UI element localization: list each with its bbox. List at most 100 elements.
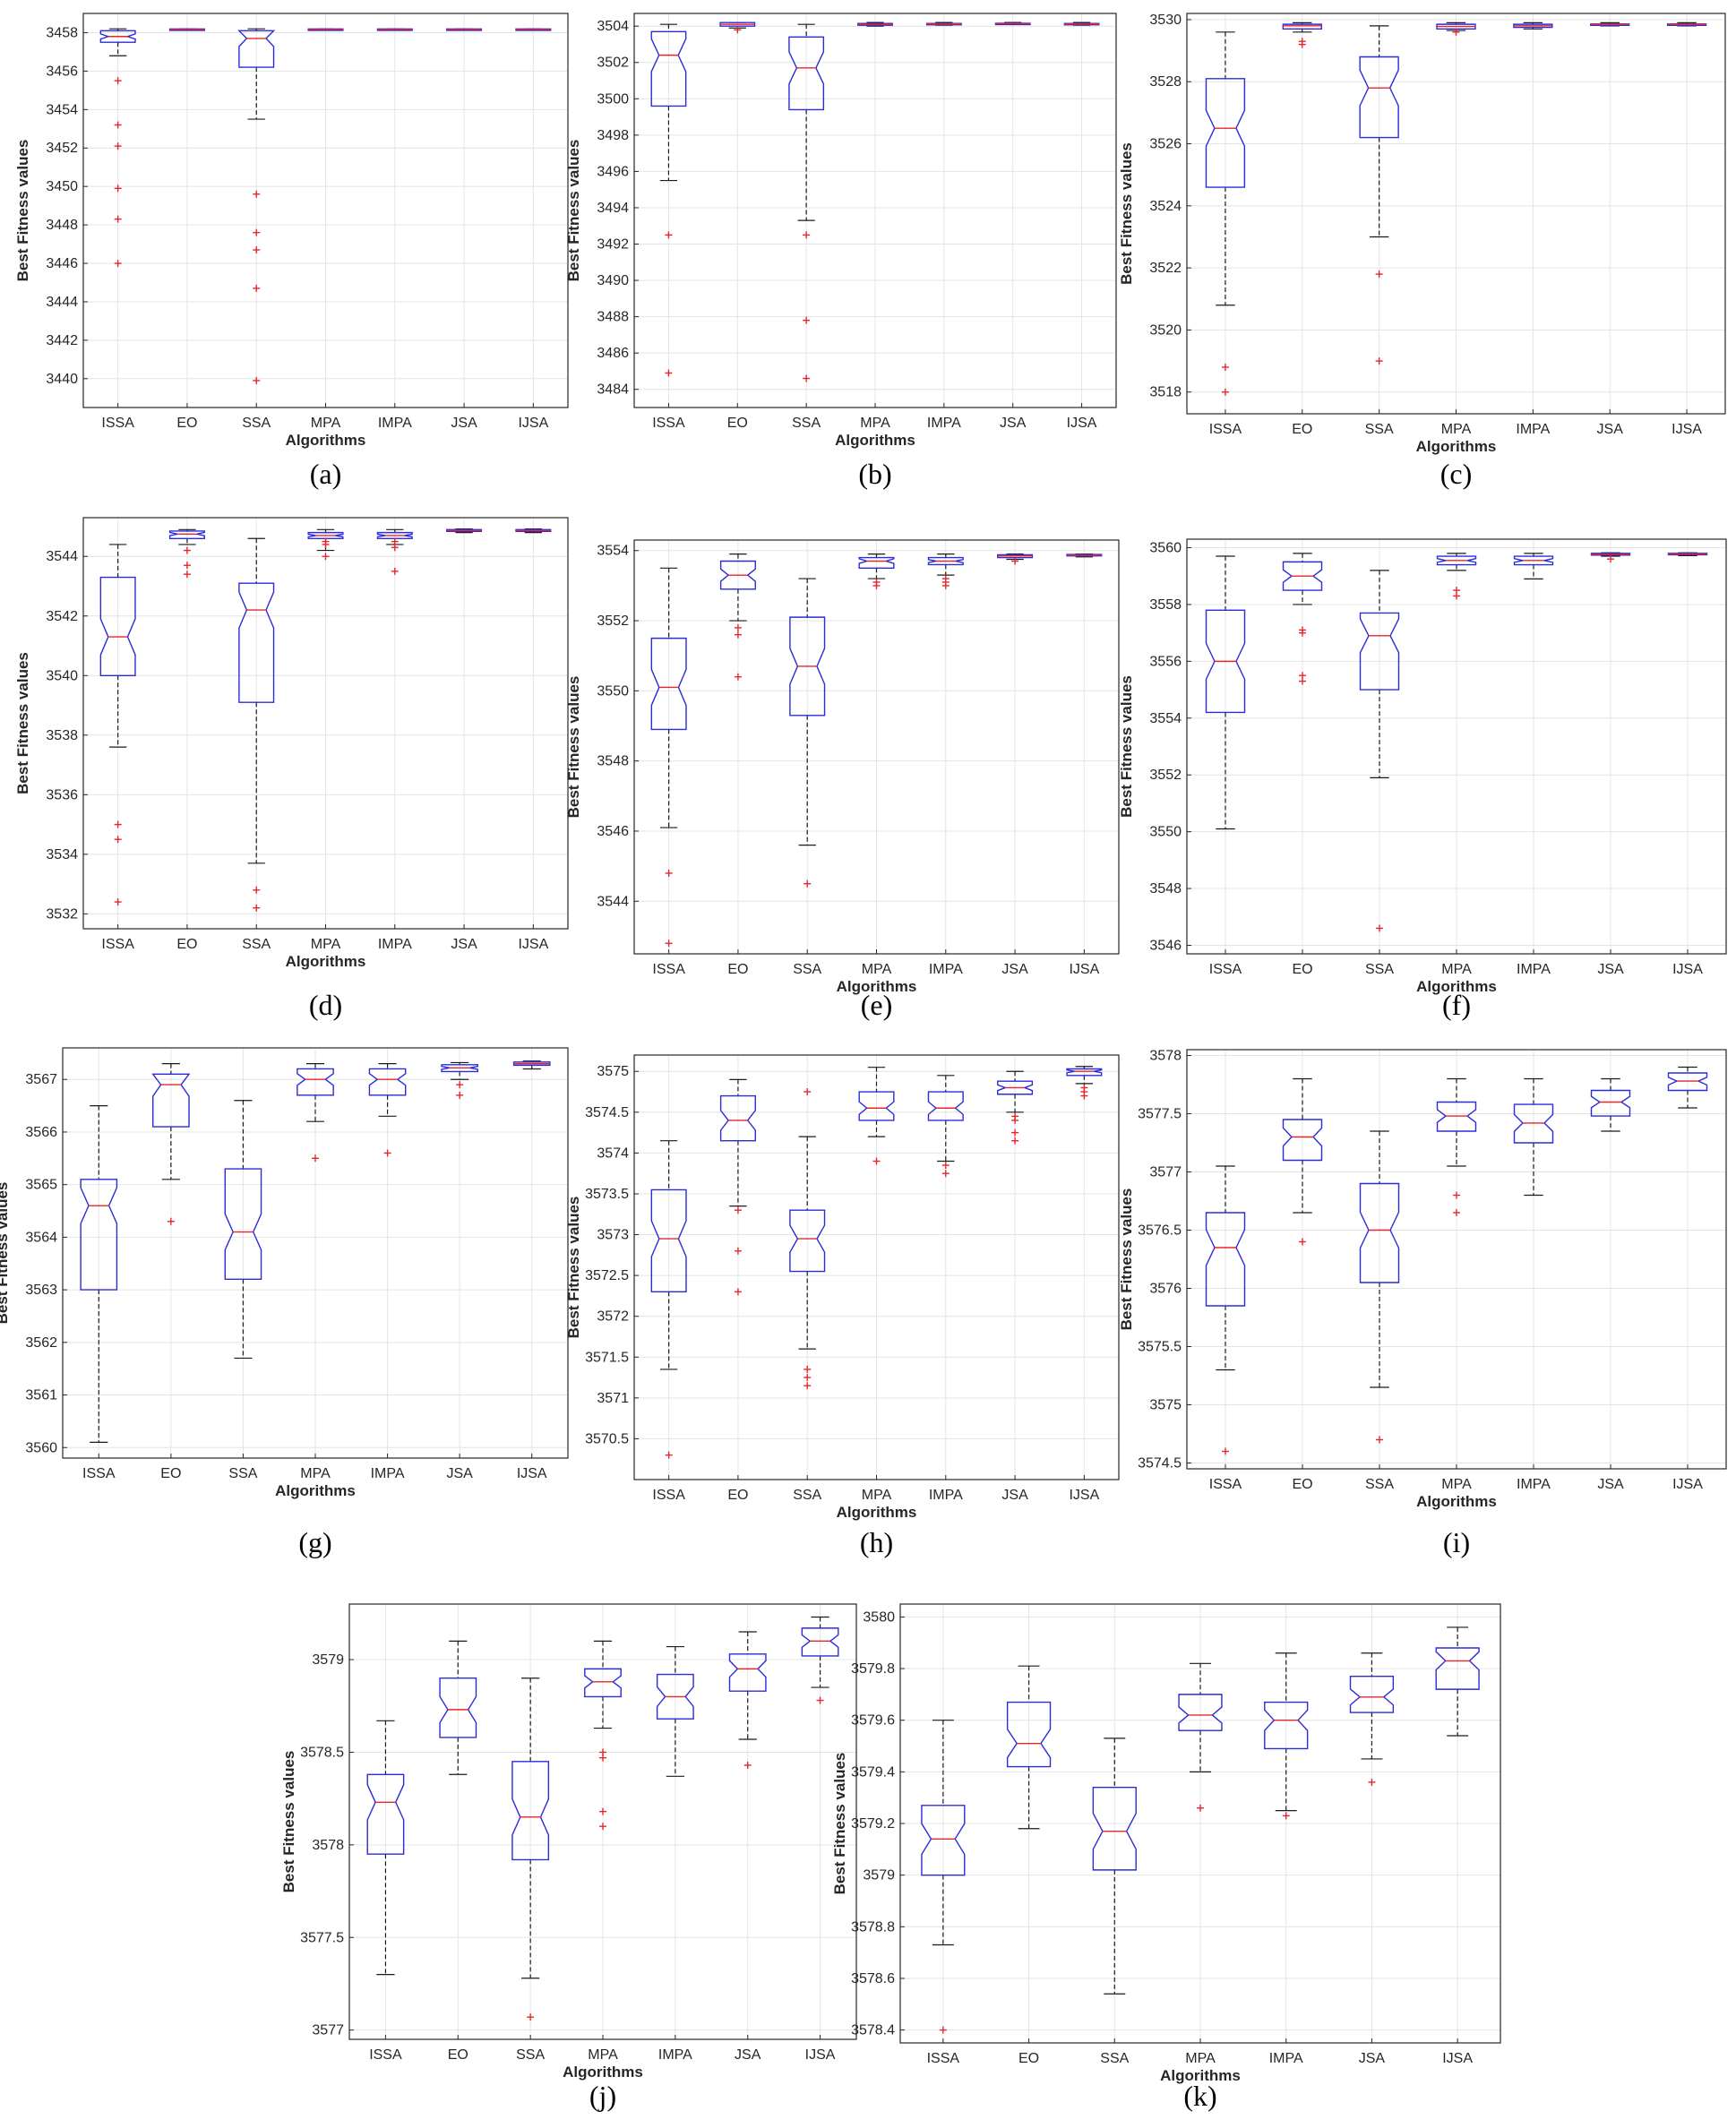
y-tick-label: 3458: [46, 25, 78, 40]
box-body: [1282, 1119, 1323, 1162]
box-jsa: [1590, 1077, 1631, 1132]
y-tick-label: 3448: [46, 218, 78, 233]
box-body: [1264, 1701, 1309, 1750]
outlier-marker: [322, 540, 330, 548]
x-tick-label: JSA: [1359, 2051, 1386, 2066]
x-tick-label: ISSA: [927, 2051, 960, 2066]
x-tick-label: IMPA: [378, 937, 412, 952]
panel-j: 3577 3577.5 3578 3578.5 3579 ISSA EO SSA MPA IMPA…: [280, 1603, 857, 2112]
x-tick-label: EO: [448, 2047, 468, 2063]
box-body: [789, 616, 826, 716]
y-tick-label: 3577.5: [300, 1930, 344, 1945]
y-tick-label: 3490: [597, 273, 629, 288]
x-tick-label: EO: [1292, 422, 1312, 437]
box-body: [99, 30, 136, 43]
x-tick-label: JSA: [1597, 962, 1624, 977]
y-tick-label: 3564: [25, 1230, 57, 1245]
outlier-marker: [253, 228, 261, 236]
box-ssa: [1359, 1130, 1400, 1444]
box-ssa: [237, 28, 276, 384]
y-tick-label: 3572.5: [585, 1268, 629, 1283]
y-tick-label: 3573: [597, 1228, 629, 1243]
x-axis-title: Algorithms: [286, 953, 366, 970]
box-impa: [1513, 553, 1554, 579]
outlier-marker: [1299, 677, 1306, 685]
y-tick-label: 3456: [46, 64, 78, 79]
y-tick-label: 3544: [597, 894, 629, 909]
box-body: [1590, 1089, 1631, 1117]
axes-frame: [1186, 538, 1727, 955]
box-issa: [1205, 1165, 1246, 1455]
box-body: [238, 582, 275, 703]
y-tick-label: 3550: [597, 683, 629, 699]
x-tick-label: MPA: [311, 416, 341, 431]
outlier-marker: [183, 546, 191, 554]
outlier-marker: [114, 184, 122, 193]
x-tick-label: ISSA: [1209, 422, 1242, 437]
x-tick-label: IMPA: [1517, 962, 1551, 977]
y-tick-label: 3567: [25, 1072, 57, 1087]
outlier-marker: [1298, 40, 1306, 48]
box-ssa: [1359, 570, 1400, 932]
outlier-marker: [1375, 270, 1383, 279]
y-tick-label: 3544: [46, 549, 78, 564]
box-body: [237, 30, 276, 68]
box-ijsa: [1667, 1066, 1708, 1109]
box-body: [997, 1080, 1034, 1095]
box-body: [1282, 23, 1322, 30]
y-tick-label: 3556: [1149, 654, 1182, 669]
outlier-marker: [941, 1162, 950, 1170]
outlier-marker: [599, 1807, 606, 1815]
outlier-marker: [734, 26, 742, 34]
box-eo: [168, 28, 205, 31]
outlier-marker: [527, 2013, 535, 2021]
box-body: [441, 1064, 478, 1073]
x-tick-label: IMPA: [1516, 422, 1550, 437]
y-tick-label: 3572: [597, 1309, 629, 1325]
box-body: [511, 1761, 550, 1861]
x-axis-title: Algorithms: [835, 432, 915, 449]
box-issa: [650, 23, 687, 377]
x-tick-label: EO: [1292, 962, 1312, 977]
box-jsa: [441, 1061, 478, 1099]
outlier-marker: [391, 544, 399, 552]
x-tick-label: ISSA: [652, 416, 685, 431]
outlier-marker: [1376, 1436, 1383, 1444]
box-ijsa: [512, 1060, 551, 1070]
outlier-marker: [253, 284, 261, 292]
x-tick-label: IMPA: [929, 1488, 963, 1503]
outlier-marker: [1222, 1447, 1229, 1455]
panel-g: 3560 3561 3562 3563 3564 3565 3566 3567 ISSA EO SS…: [0, 1047, 569, 1558]
outlier-marker: [1011, 1137, 1019, 1145]
outlier-marker: [804, 1088, 812, 1096]
y-tick-label: 3574: [597, 1146, 629, 1161]
box-jsa: [1590, 21, 1630, 27]
x-tick-label: IMPA: [371, 1466, 405, 1481]
x-axis-title: Algorithms: [286, 432, 366, 449]
box-ssa: [511, 1678, 550, 2021]
outlier-marker: [941, 1170, 950, 1178]
x-axis-title: Algorithms: [1416, 1493, 1497, 1510]
x-tick-label: SSA: [1365, 422, 1394, 437]
y-axis-title: Best Fitness values: [565, 676, 582, 819]
y-tick-label: 3494: [597, 201, 629, 216]
box-ssa: [224, 1100, 262, 1360]
box-body: [368, 1068, 407, 1096]
box-jsa: [1590, 552, 1631, 563]
outlier-marker: [1197, 1804, 1204, 1812]
y-tick-label: 3578.4: [851, 2023, 895, 2038]
y-tick-label: 3548: [597, 754, 629, 769]
box-body: [1178, 1694, 1223, 1731]
box-eo: [719, 21, 756, 34]
box-issa: [921, 1720, 966, 2034]
outlier-marker: [599, 1823, 606, 1831]
box-issa: [366, 1720, 405, 1976]
panel-c: 3518 3520 3522 3524 3526 3528 3530 ISSA EO SSA MPA…: [1118, 13, 1726, 490]
y-axis-title: Best Fitness values: [14, 652, 31, 794]
box-body: [1205, 609, 1246, 714]
box-body: [1349, 1676, 1395, 1713]
panel-label: (k): [1183, 2080, 1216, 2112]
y-tick-label: 3571.5: [585, 1350, 629, 1365]
box-body: [1513, 555, 1554, 566]
